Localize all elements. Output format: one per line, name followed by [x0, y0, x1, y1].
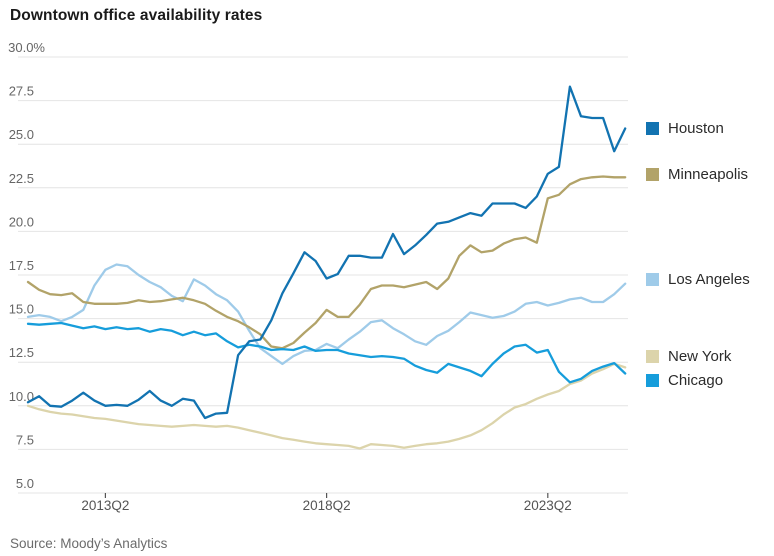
legend-label-los-angeles: Los Angeles: [668, 270, 750, 288]
y-axis-label: 22.5: [9, 171, 34, 186]
y-axis-label: 20.0: [9, 214, 34, 229]
y-axis-label: 25.0: [9, 127, 34, 142]
y-axis-label: 30.0%: [8, 40, 45, 55]
x-axis-label: 2013Q2: [81, 498, 129, 513]
y-axis-label: 7.5: [16, 432, 34, 447]
series-line-chicago: [26, 321, 627, 384]
legend-label-new-york: New York: [668, 347, 732, 365]
y-axis-label: 15.0: [9, 302, 34, 317]
y-axis-label: 27.5: [9, 84, 34, 99]
series-line-new-york: [26, 362, 627, 450]
series-line-houston: [26, 85, 627, 420]
legend-label-minneapolis: Minneapolis: [668, 165, 749, 183]
y-axis-label: 17.5: [9, 258, 34, 273]
legend-item-chicago: Chicago: [646, 371, 723, 389]
y-axis-label: 10.0: [9, 389, 34, 404]
legend-item-minneapolis: Minneapolis: [646, 165, 748, 183]
y-axis-label: 5.0: [16, 476, 34, 491]
legend-swatch-los-angeles: [646, 272, 659, 286]
x-axis-label: 2018Q2: [303, 498, 351, 513]
legend-swatch-houston: [646, 121, 659, 135]
series-line-minneapolis: [26, 175, 627, 350]
series-line-los-angeles: [26, 263, 627, 366]
legend-item-los-angeles: Los Angeles: [646, 270, 750, 288]
legend-swatch-new-york: [646, 349, 659, 363]
legend-item-new-york: New York: [646, 347, 731, 365]
legend-label-houston: Houston: [668, 119, 724, 137]
legend-item-houston: Houston: [646, 119, 724, 137]
legend-swatch-chicago: [646, 373, 659, 387]
legend-swatch-minneapolis: [646, 167, 659, 181]
x-axis-label: 2023Q2: [524, 498, 572, 513]
y-axis-label: 12.5: [9, 345, 34, 360]
chart-title: Downtown office availability rates: [10, 7, 263, 24]
source-note: Source: Moody’s Analytics: [10, 536, 168, 551]
legend-label-chicago: Chicago: [668, 371, 724, 389]
